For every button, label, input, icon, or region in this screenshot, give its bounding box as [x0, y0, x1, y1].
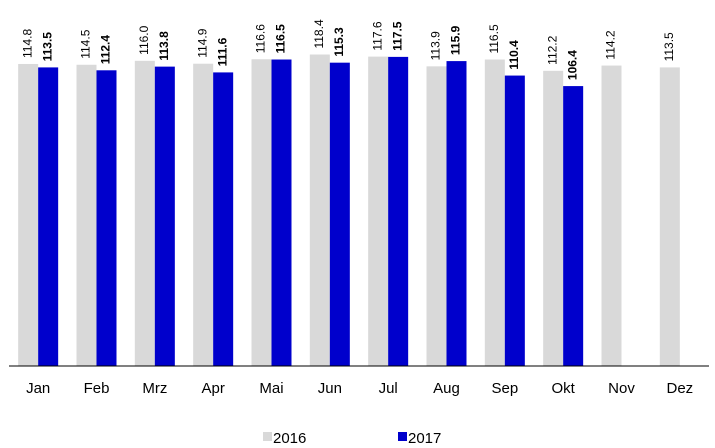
value-label: 112.4	[99, 35, 113, 65]
legend-label: 2017	[408, 430, 441, 447]
bar	[38, 67, 59, 367]
bar	[154, 66, 175, 366]
x-tick-label: Apr	[201, 380, 224, 397]
x-tick-label: Mai	[259, 380, 283, 397]
value-label: 116.5	[274, 24, 288, 54]
x-tick-label: Feb	[84, 380, 110, 397]
value-label: 116.5	[487, 24, 501, 53]
x-tick-label: Jan	[26, 380, 50, 397]
value-label: 106.4	[565, 50, 579, 80]
value-label: 113.5	[40, 32, 54, 62]
value-label: 114.9	[195, 28, 209, 57]
value-label: 113.8	[157, 31, 171, 61]
bar	[213, 72, 234, 366]
x-tick-label: Dez	[666, 380, 693, 397]
bar	[484, 59, 505, 367]
bar	[388, 56, 409, 367]
bar	[309, 54, 330, 367]
value-label: 114.8	[20, 29, 34, 58]
value-label: 110.4	[507, 40, 521, 70]
value-label: 112.2	[545, 35, 559, 64]
value-label: 114.5	[79, 29, 93, 58]
bar	[446, 61, 467, 367]
x-tick-label: Nov	[608, 380, 635, 397]
value-label: 117.5	[390, 21, 404, 51]
bar	[426, 66, 447, 367]
bar	[271, 59, 292, 367]
x-tick-label: Mrz	[142, 380, 167, 397]
bar	[563, 86, 584, 366]
bar	[134, 60, 155, 366]
x-tick-label: Jul	[379, 380, 398, 397]
value-label: 116.6	[254, 24, 268, 53]
bar	[659, 67, 680, 367]
x-tick-label: Jun	[318, 380, 342, 397]
bar	[193, 63, 214, 367]
bar	[76, 64, 97, 367]
bar	[543, 70, 564, 366]
value-label: 115.3	[332, 27, 346, 57]
value-label: 117.6	[370, 21, 384, 50]
legend-swatch	[398, 432, 407, 441]
bar	[251, 59, 272, 366]
x-tick-label: Okt	[551, 380, 575, 397]
bar	[601, 65, 622, 366]
x-tick-label: Aug	[433, 380, 460, 397]
bar	[504, 75, 525, 366]
bar	[18, 63, 39, 366]
value-label: 111.6	[215, 37, 229, 66]
value-label: 113.9	[429, 31, 443, 60]
value-label: 118.4	[312, 19, 326, 48]
bar	[368, 56, 389, 366]
value-label: 114.2	[604, 30, 618, 59]
x-tick-label: Sep	[491, 380, 518, 397]
bar	[329, 62, 350, 367]
value-label: 116.0	[137, 25, 151, 54]
bar	[96, 70, 117, 366]
legend-swatch	[263, 432, 272, 441]
legend-label: 2016	[273, 430, 306, 447]
value-label: 115.9	[449, 25, 463, 55]
value-label: 113.5	[662, 32, 676, 61]
